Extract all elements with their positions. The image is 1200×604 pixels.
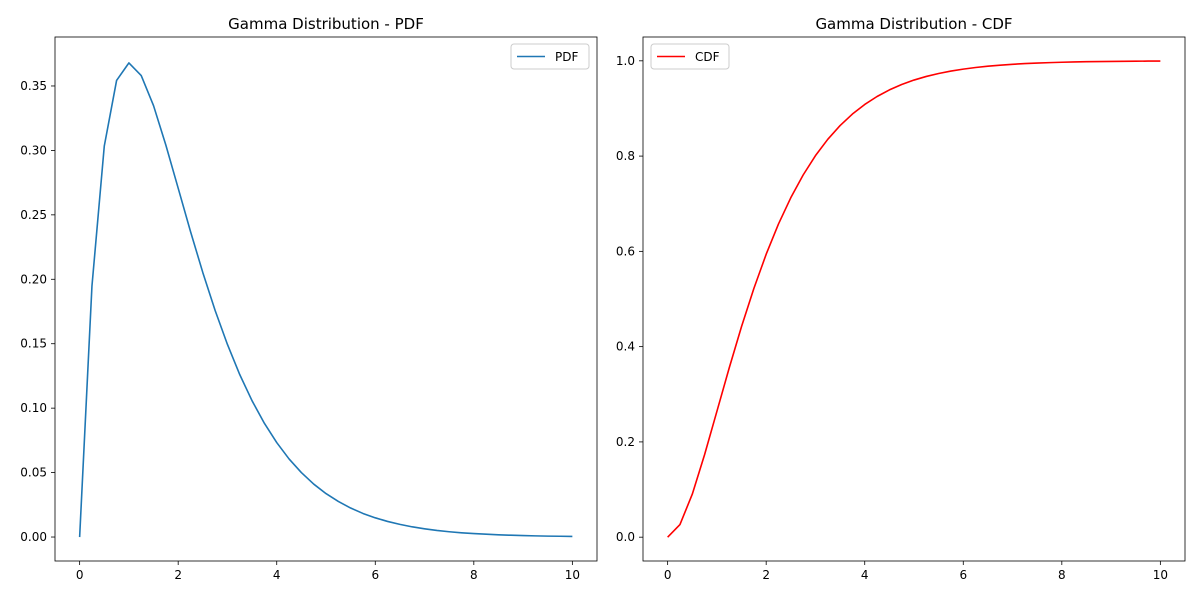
legend-label: CDF <box>695 50 720 64</box>
y-tick-label: 0.15 <box>20 337 47 351</box>
x-tick-label: 2 <box>762 568 770 582</box>
y-tick-label: 0.25 <box>20 208 47 222</box>
x-tick-label: 8 <box>470 568 478 582</box>
x-tick-label: 10 <box>565 568 580 582</box>
chart-title: Gamma Distribution - PDF <box>228 15 424 33</box>
y-tick-label: 0.4 <box>616 340 635 354</box>
legend: PDF <box>510 43 590 70</box>
legend-label: PDF <box>555 50 578 64</box>
axes-frame <box>642 36 1186 562</box>
x-tick-label: 6 <box>959 568 967 582</box>
series-line-pdf <box>78 62 573 538</box>
x-tick-label: 0 <box>664 568 672 582</box>
chart-cdf: Gamma Distribution - CDF 0 2 4 6 8 10 0.0 0.2 0.4… <box>616 15 1186 582</box>
y-tick-label: 0.35 <box>20 79 47 93</box>
chart-title: Gamma Distribution - CDF <box>815 15 1012 33</box>
y-tick-label: 0.6 <box>616 244 635 258</box>
y-tick-label: 0.20 <box>20 272 47 286</box>
series-line-cdf <box>667 60 1161 538</box>
y-tick-label: 0.8 <box>616 149 635 163</box>
axes-frame <box>54 36 598 562</box>
legend: CDF <box>650 43 730 70</box>
x-tick-label: 2 <box>174 568 182 582</box>
chart-pdf: Gamma Distribution - PDF 0 2 4 6 8 10 0.00 0.05 0… <box>20 15 598 582</box>
x-tick-label: 4 <box>861 568 869 582</box>
y-tick-label: 0.0 <box>616 530 635 544</box>
x-tick-label: 10 <box>1153 568 1168 582</box>
x-tick-label: 8 <box>1058 568 1066 582</box>
x-tick-label: 4 <box>273 568 281 582</box>
y-tick-label: 0.10 <box>20 401 47 415</box>
y-tick-label: 0.05 <box>20 466 47 480</box>
x-tick-label: 0 <box>76 568 84 582</box>
x-tick-label: 6 <box>371 568 379 582</box>
y-tick-label: 0.2 <box>616 435 635 449</box>
y-tick-label: 1.0 <box>616 54 635 68</box>
y-tick-label: 0.30 <box>20 143 47 157</box>
y-tick-label: 0.00 <box>20 530 47 544</box>
legend-box <box>650 43 730 70</box>
legend-box <box>510 43 590 70</box>
